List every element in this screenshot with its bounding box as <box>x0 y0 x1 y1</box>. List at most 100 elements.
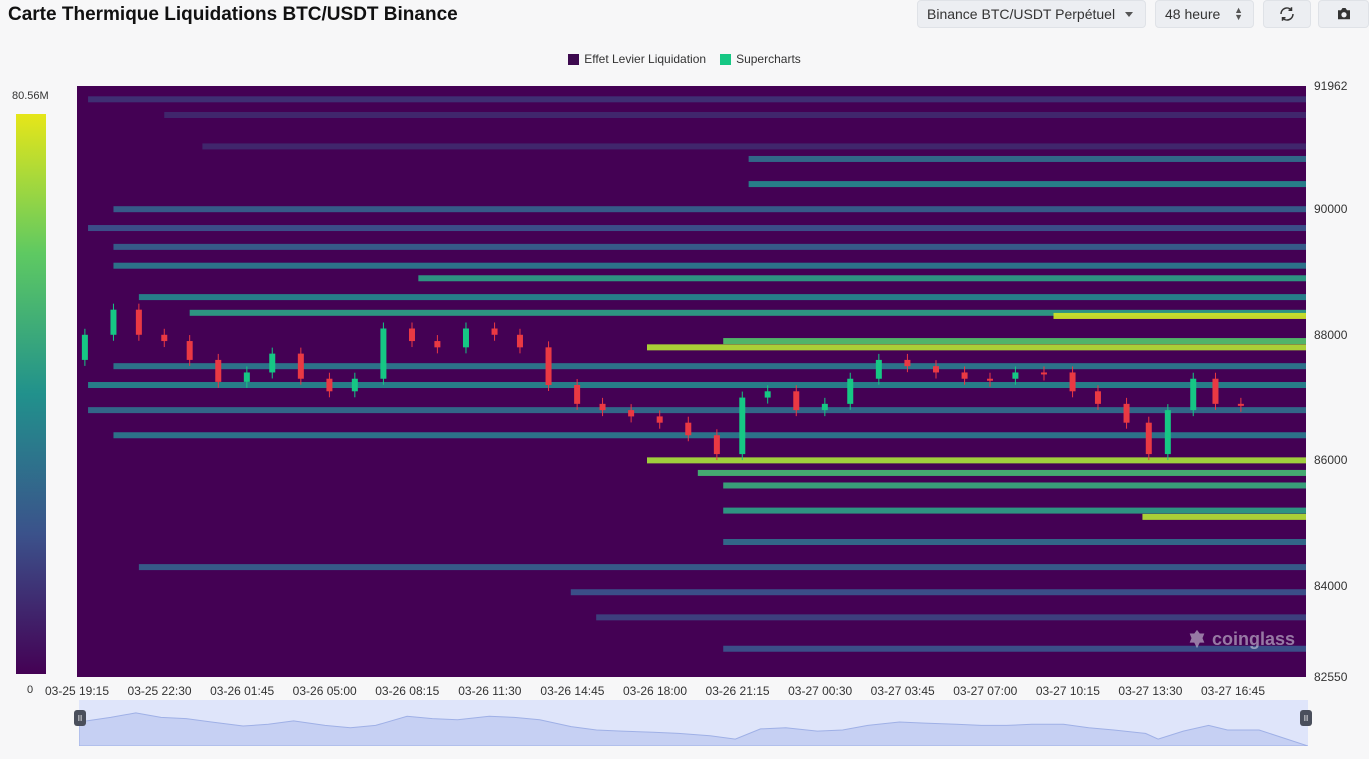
x-tick-label: 03-27 00:30 <box>788 684 853 698</box>
legend-swatch <box>568 53 580 65</box>
candle-body <box>685 422 692 436</box>
candle-body <box>574 385 581 404</box>
candle-body <box>1094 391 1101 404</box>
candle-body <box>81 334 88 360</box>
candle-body <box>628 410 635 417</box>
liquidation-band <box>723 482 1306 489</box>
range-select[interactable]: 48 heure ▲ ▼ <box>1155 0 1254 28</box>
legend-item-supercharts[interactable]: Supercharts <box>720 52 801 66</box>
legend-label: Supercharts <box>736 52 801 66</box>
liquidation-band <box>138 294 1306 301</box>
y-tick-label: 91962 <box>1314 79 1348 93</box>
screenshot-button[interactable] <box>1318 0 1369 28</box>
liquidation-band <box>164 112 1306 119</box>
liquidation-band <box>723 507 1306 514</box>
candle-body <box>326 378 333 392</box>
candle-body <box>1164 410 1171 455</box>
liquidation-band <box>113 432 1306 439</box>
liquidation-band <box>88 96 1306 103</box>
candle-body <box>215 359 222 382</box>
candle-body <box>821 403 828 411</box>
candle-body <box>656 416 663 423</box>
candle-body <box>491 328 498 335</box>
liquidation-band <box>723 338 1306 345</box>
range-navigator[interactable] <box>78 700 1309 747</box>
colorbar <box>16 114 46 674</box>
candle-body <box>243 372 250 382</box>
y-tick-label: 88000 <box>1314 327 1348 342</box>
candle-body <box>986 378 993 381</box>
x-tick-label: 03-27 07:00 <box>953 684 1018 698</box>
liquidation-band <box>748 181 1306 188</box>
page-title: Carte Thermique Liquidations BTC/USDT Bi… <box>8 4 458 25</box>
x-tick-label: 03-25 19:15 <box>44 684 110 698</box>
coinglass-logo-icon <box>1189 629 1205 649</box>
candle-body <box>462 328 469 348</box>
legend-label: Effet Levier Liquidation <box>584 52 707 66</box>
x-tick-label: 03-27 10:15 <box>1035 684 1100 698</box>
x-tick-label: 03-25 22:30 <box>127 684 192 698</box>
camera-icon <box>1337 8 1350 20</box>
x-tick-label: 03-27 03:45 <box>870 684 935 698</box>
legend-item-liquidation[interactable]: Effet Levier Liquidation <box>568 52 706 66</box>
x-tick-label: 03-26 21:15 <box>705 684 770 698</box>
exchange-select[interactable]: Binance BTC/USDT Perpétuel <box>917 0 1146 28</box>
liquidation-band <box>88 382 1306 389</box>
x-tick-label: 03-26 01:45 <box>210 684 275 698</box>
liquidation-band <box>113 363 1306 370</box>
candle-body <box>1012 372 1019 379</box>
colorbar-min-label: 0 <box>27 684 34 696</box>
refresh-button[interactable] <box>1263 0 1311 28</box>
candle-body <box>904 359 911 367</box>
liquidation-band <box>723 645 1306 652</box>
legend-swatch <box>720 53 732 65</box>
colorbar-max-label: 80.56M <box>12 90 49 102</box>
candle-body <box>1123 403 1130 423</box>
x-tick-label: 03-26 08:15 <box>375 684 440 698</box>
candle-body <box>1190 378 1197 411</box>
liquidation-band <box>647 344 1306 351</box>
liquidation-band <box>138 564 1306 571</box>
navigator-left-handle[interactable]: II <box>74 710 86 726</box>
candle-body <box>793 391 800 411</box>
liquidation-band <box>697 469 1306 476</box>
candle-body <box>1040 372 1047 375</box>
liquidation-band <box>596 614 1306 621</box>
candle-body <box>961 372 968 379</box>
candle-body <box>135 309 142 335</box>
y-tick-label: 84000 <box>1314 578 1348 593</box>
candle-body <box>297 353 304 379</box>
refresh-icon <box>1280 7 1294 21</box>
liquidation-band <box>113 262 1306 269</box>
candle-body <box>1237 403 1244 406</box>
liquidation-band <box>570 589 1306 596</box>
candle-body <box>713 435 720 455</box>
navigator-overview <box>78 712 1309 747</box>
heatmap-chart[interactable] <box>77 86 1306 677</box>
candle-body <box>875 359 882 379</box>
candle-body <box>739 397 746 455</box>
candle-body <box>408 328 415 342</box>
candle-body <box>1145 422 1152 455</box>
liquidation-band <box>1053 312 1306 319</box>
candle-body <box>599 403 606 411</box>
navigator-right-handle[interactable]: II <box>1300 710 1312 726</box>
watermark: coinglass <box>1186 628 1295 650</box>
heatmap-background <box>77 86 1306 677</box>
candle-body <box>545 347 552 386</box>
x-tick-label: 03-26 18:00 <box>622 684 688 698</box>
candle-body <box>516 334 523 348</box>
liquidation-band <box>202 143 1306 150</box>
candle-body <box>161 334 168 342</box>
liquidation-band <box>88 225 1306 232</box>
candle-body <box>351 378 358 392</box>
candle-body <box>110 309 117 335</box>
x-tick-label: 03-27 13:30 <box>1118 684 1183 698</box>
y-tick-label: 86000 <box>1314 453 1348 468</box>
candle-body <box>434 341 441 348</box>
x-tick-label: 03-26 14:45 <box>540 684 605 698</box>
exchange-select-value: Binance BTC/USDT Perpétuel <box>927 6 1116 22</box>
y-tick-label: 90000 <box>1314 202 1348 217</box>
liquidation-band <box>748 155 1306 162</box>
range-select-value: 48 heure <box>1165 6 1221 22</box>
